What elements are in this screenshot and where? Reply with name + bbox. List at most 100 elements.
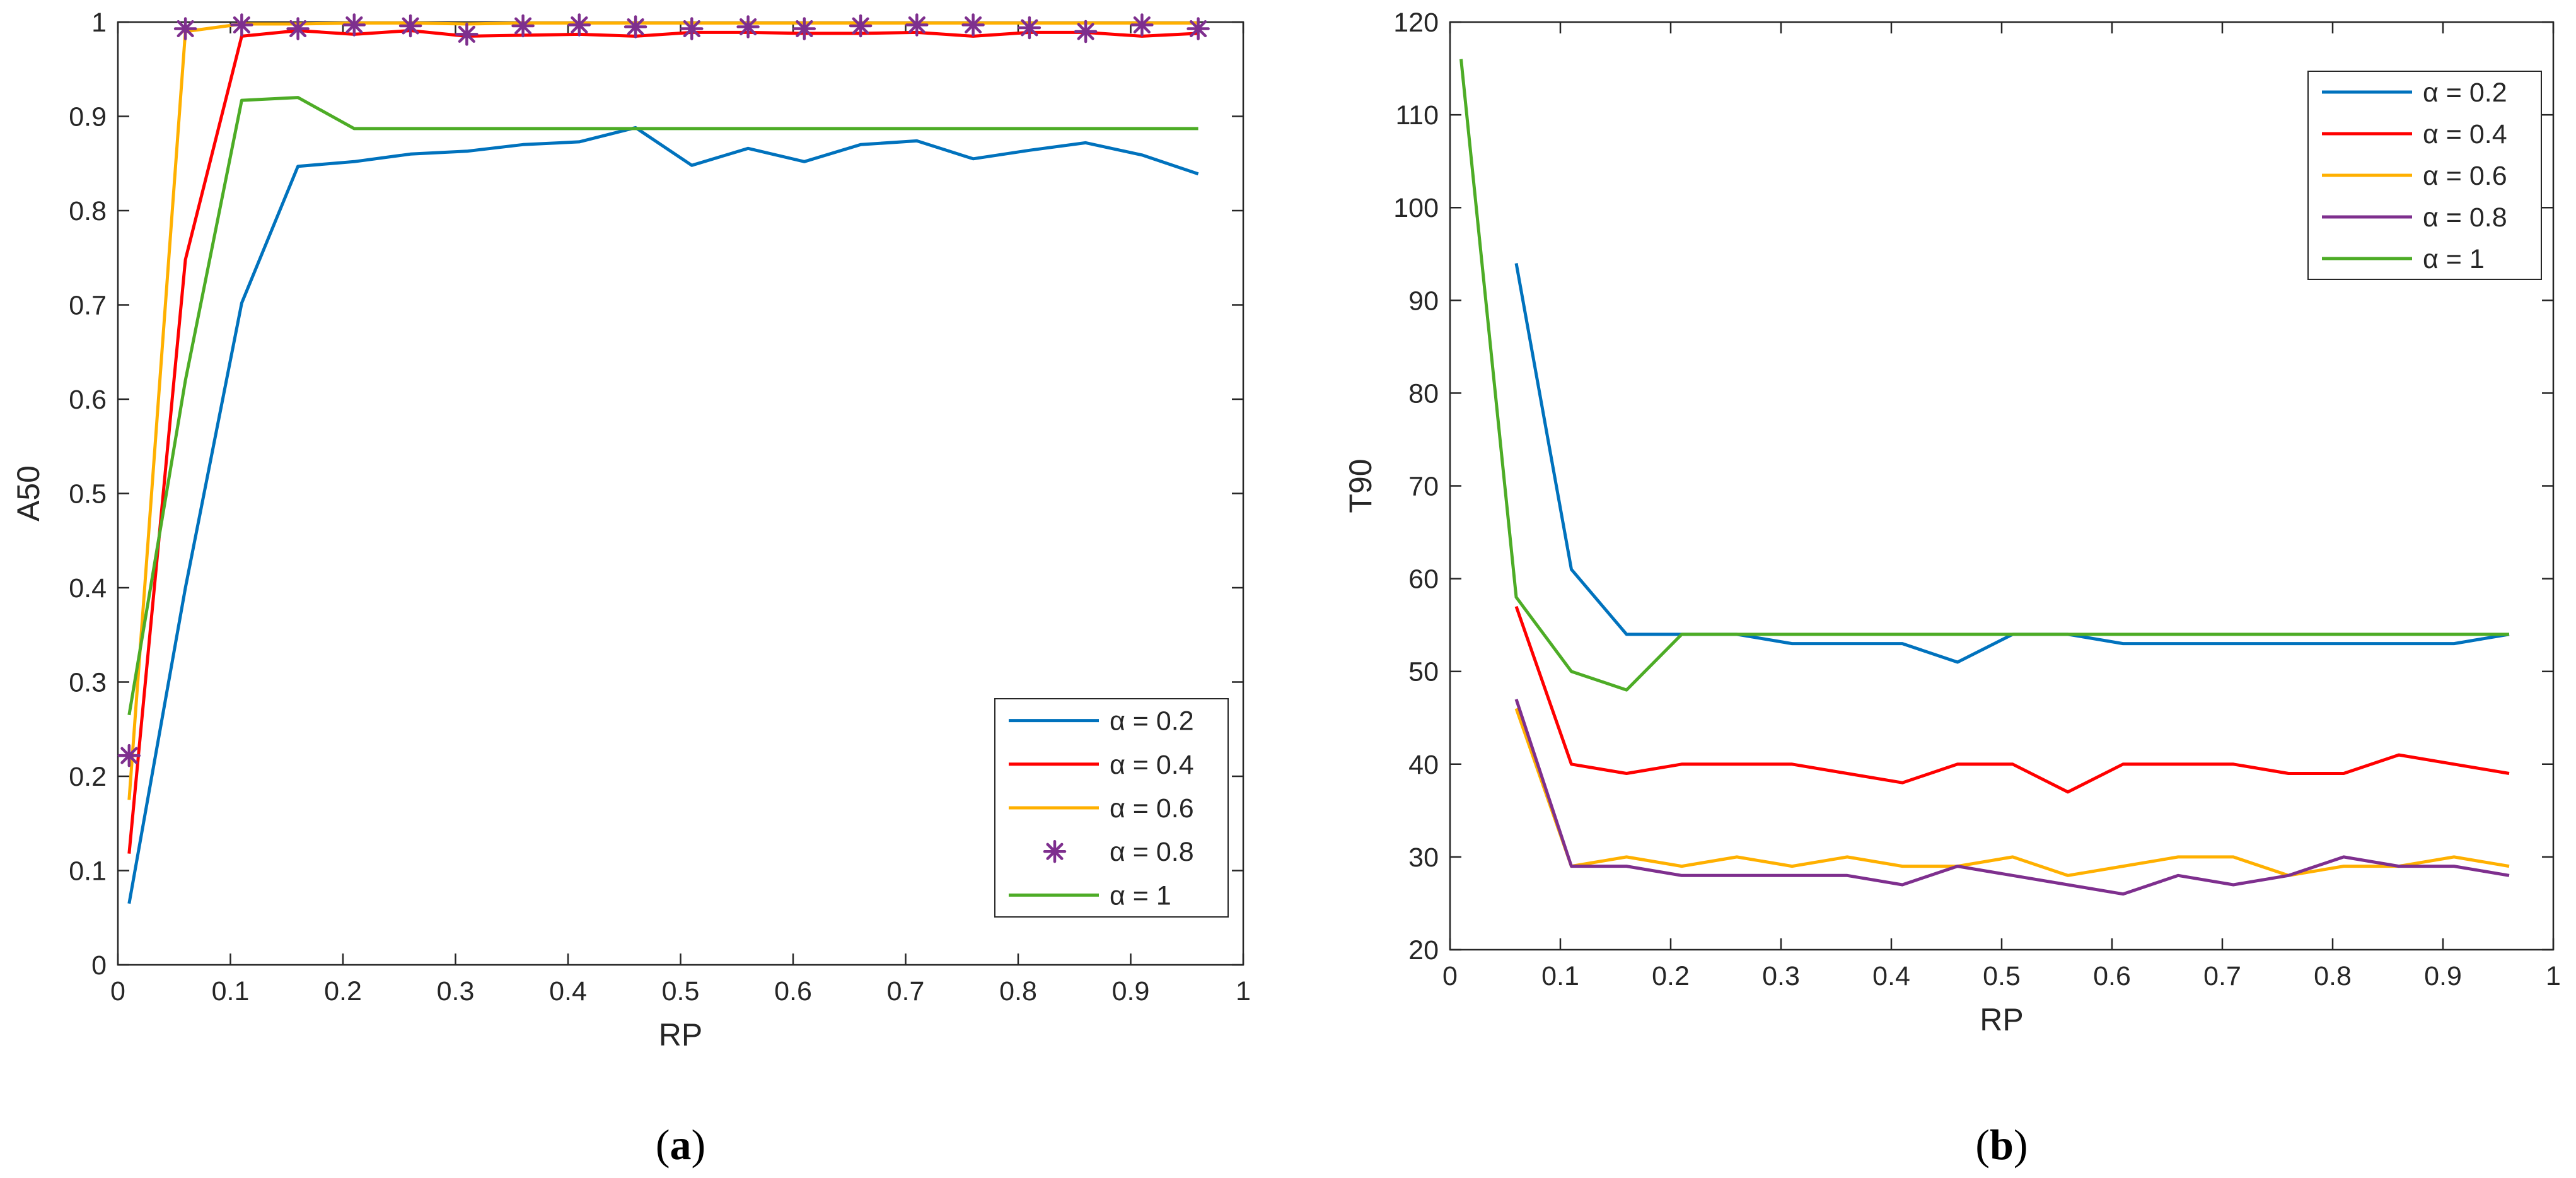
legend-label: α = 0.4 [2423,119,2507,149]
panel-label: (b) [1975,1121,2028,1169]
legend-label: α = 1 [2423,244,2485,274]
legend-label: α = 0.6 [1110,793,1194,824]
y-tick-label: 0.2 [69,762,107,792]
legend-entry-2: α = 0.4 [1009,750,1194,780]
series-3 [1514,708,2510,877]
y-tick-label: 100 [1393,193,1439,223]
series-line [127,21,1198,800]
legend-entry-1: α = 0.2 [2322,78,2507,108]
data-point [511,14,535,38]
legend-entry-4: α = 0.8 [2322,202,2507,233]
x-tick-label: 1 [2546,961,2561,991]
data-point [567,13,591,37]
x-tick-label: 0.4 [1872,961,1910,991]
series-4 [1514,699,2510,896]
data-point [961,13,985,37]
x-tick-label: 0.3 [437,976,475,1006]
data-point [680,17,704,40]
x-tick-label: 0.6 [2093,961,2131,991]
y-tick-label: 20 [1408,935,1439,965]
y-tick-label: 60 [1408,564,1439,595]
series-1 [127,125,1199,904]
series-2 [127,29,1198,854]
series-5 [1459,59,2509,692]
data-point [849,14,873,38]
data-point [286,17,310,40]
series-line [1514,708,2510,877]
chart-panel-b: 0 0.1 0.2 0.3 0.4 0.5 0.6 0.7 0.8 0.9 120304050607… [1343,8,2561,1169]
series-line [1459,59,2509,692]
y-tick-label: 0.4 [69,573,107,604]
data-point [1130,13,1154,37]
legend-swatch [1043,839,1067,863]
x-tick-label: 0.3 [1762,961,1800,991]
legend-entry-3: α = 0.6 [2322,161,2507,191]
y-tick-label: 70 [1408,472,1439,502]
data-point [736,15,760,38]
legend: α = 0.2 α = 0.4 α = 0.6 α = 0.8 α = 1 [2307,71,2542,280]
x-tick-label: 0 [110,976,125,1006]
legend-label: α = 0.8 [1110,837,1194,867]
x-tick-label: 0.2 [1652,961,1690,991]
x-tick-label: 0.9 [1112,976,1150,1006]
x-tick-label: 0.7 [887,976,925,1006]
x-tick-label: 0.5 [662,976,700,1006]
y-tick-label: 0.5 [69,479,107,510]
y-tick-label: 0.3 [69,668,107,698]
legend-label: α = 1 [1110,880,1171,911]
x-tick-label: 0.2 [324,976,362,1006]
y-tick-label: 110 [1395,100,1439,131]
y-tick-label: 80 [1408,378,1439,409]
x-tick-label: 0.6 [774,976,812,1006]
y-axis-title: T90 [1343,458,1378,513]
legend-label: α = 0.4 [1110,750,1194,780]
data-point [792,17,816,40]
series-line [1514,605,2510,794]
y-tick-label: 120 [1393,8,1439,38]
x-tick-label: 1 [1236,976,1251,1006]
data-point [1074,20,1098,44]
x-tick-label: 0.1 [212,976,250,1006]
y-tick-label: 0.8 [69,196,107,226]
x-tick-label: 0.8 [999,976,1037,1006]
data-point [905,13,929,37]
panel-label: (a) [656,1121,705,1169]
y-tick-label: 90 [1408,286,1439,316]
y-axis-title: A50 [11,465,46,522]
series-line [127,29,1198,854]
data-point [230,13,253,37]
x-tick-label: 0 [1442,961,1458,991]
data-point [1186,17,1210,40]
legend-entry-2: α = 0.4 [2322,119,2507,149]
x-tick-label: 0.4 [549,976,587,1006]
y-tick-label: 0.1 [69,856,107,887]
legend-entry-4: α = 0.8 [1043,837,1194,867]
y-tick-label: 0.7 [69,291,107,321]
x-tick-label: 0.7 [2203,961,2241,991]
series-2 [1514,605,2510,794]
data-point [455,23,479,46]
legend-entry-1: α = 0.2 [1009,706,1194,737]
y-tick-label: 1 [91,8,107,38]
legend-entry-3: α = 0.6 [1009,793,1194,824]
y-tick-label: 0.6 [69,385,107,415]
y-tick-label: 50 [1408,657,1439,687]
x-axis-title: RP [659,1017,702,1053]
legend-entry-5: α = 1 [1009,880,1171,911]
y-tick-label: 40 [1408,750,1439,780]
chart-panel-a: 0 0.1 0.2 0.3 0.4 0.5 0.6 0.7 0.8 0.9 1 0 0.1 0.2 0.3 0… [11,8,1251,1169]
series-line [127,125,1199,904]
x-tick-label: 0.8 [2314,961,2352,991]
data-point [117,744,141,767]
legend-entry-5: α = 1 [2322,244,2485,274]
series-line [127,96,1198,716]
x-axis-title: RP [1980,1002,2023,1037]
data-point [1018,16,1041,40]
data-point [624,15,647,38]
series-line [1514,699,2510,896]
series-5 [127,96,1198,716]
data-point [342,13,366,37]
legend-label: α = 0.6 [2423,161,2507,191]
y-tick-label: 0 [91,950,107,981]
